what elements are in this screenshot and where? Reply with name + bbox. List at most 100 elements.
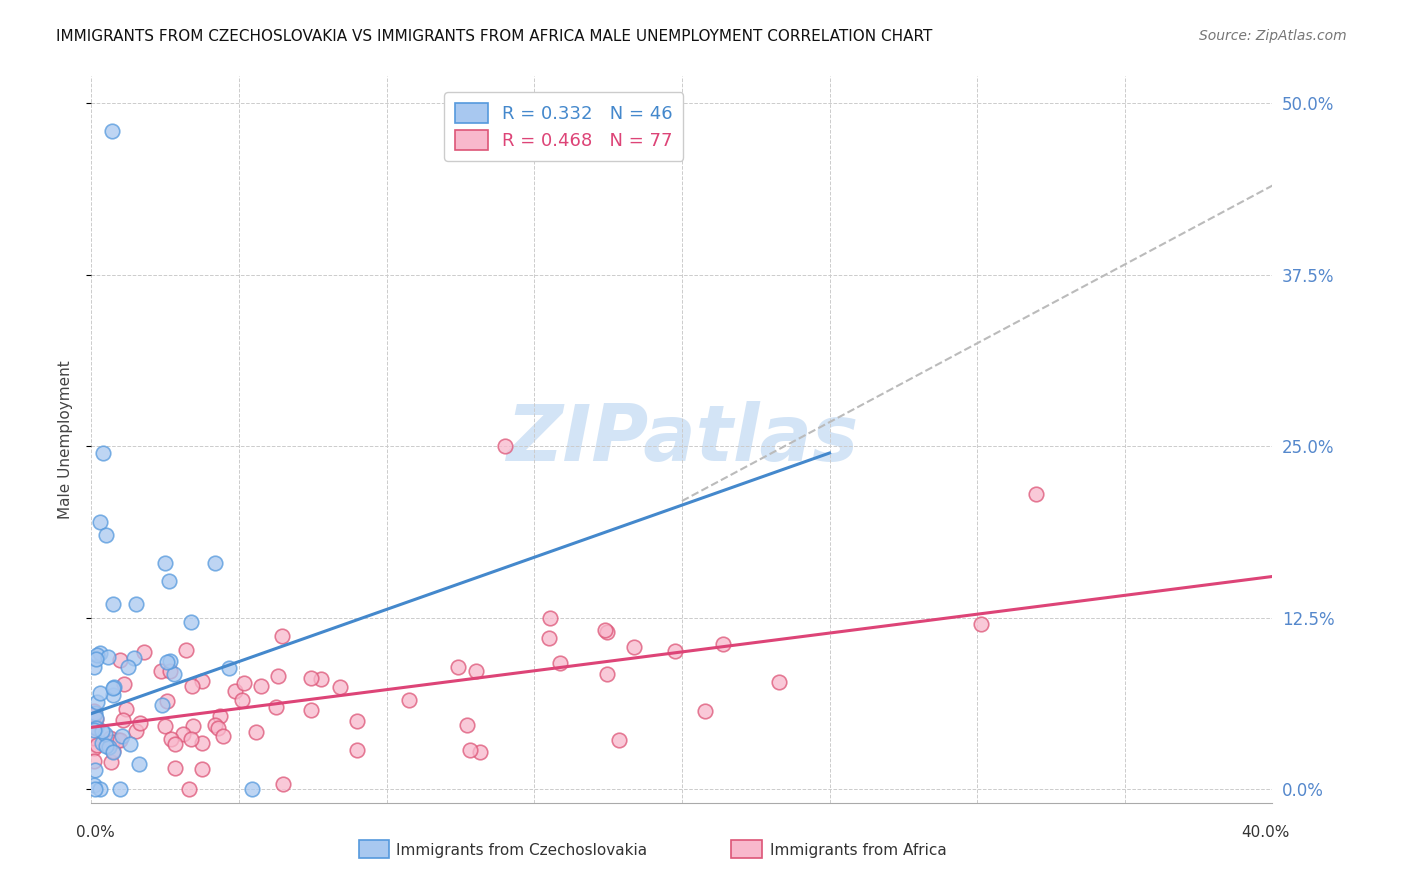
Point — [128, 756, 150, 771]
Point — [83, 723, 105, 737]
Point — [165, 762, 187, 776]
Point — [83, 779, 105, 793]
Point — [346, 742, 368, 756]
Point — [152, 698, 174, 712]
Point — [94, 727, 117, 741]
Point — [180, 615, 202, 630]
Point — [233, 676, 256, 690]
Point — [86, 738, 108, 752]
Point — [128, 716, 150, 731]
Point — [110, 733, 132, 747]
Point — [191, 736, 214, 750]
Point — [101, 124, 124, 138]
Point — [468, 746, 491, 760]
Point — [245, 724, 267, 739]
Point — [91, 446, 114, 460]
Point — [191, 673, 214, 688]
Point — [110, 782, 132, 797]
Point — [346, 714, 368, 728]
Point — [398, 693, 420, 707]
Point — [86, 695, 108, 709]
Point — [212, 729, 235, 743]
Point — [204, 717, 226, 731]
Y-axis label: Male Unemployment: Male Unemployment — [58, 360, 73, 518]
Point — [100, 755, 122, 769]
Point — [208, 709, 231, 723]
Point — [91, 723, 114, 738]
Text: Immigrants from Africa: Immigrants from Africa — [770, 843, 948, 857]
Point — [329, 681, 352, 695]
Point — [103, 681, 125, 695]
Point — [83, 707, 105, 722]
Point — [103, 680, 125, 694]
Point — [695, 704, 717, 718]
Point — [204, 556, 226, 570]
Point — [84, 712, 107, 726]
Point — [97, 649, 120, 664]
Point — [89, 515, 111, 529]
Point — [91, 736, 114, 750]
Point — [231, 693, 253, 707]
Point — [538, 631, 561, 645]
Point — [157, 574, 180, 588]
Point — [271, 777, 294, 791]
Point — [124, 597, 148, 611]
Point — [970, 616, 993, 631]
Point — [89, 782, 111, 797]
Point — [163, 666, 186, 681]
Point — [595, 623, 617, 637]
Point — [607, 732, 630, 747]
Point — [97, 739, 120, 754]
Point — [224, 684, 246, 698]
Point — [108, 653, 131, 667]
Point — [120, 737, 142, 751]
Point — [101, 735, 124, 749]
Point — [240, 782, 263, 797]
Point — [84, 706, 107, 720]
Point — [83, 754, 105, 768]
Point — [267, 669, 290, 683]
Point — [664, 644, 686, 658]
Point — [207, 721, 229, 735]
Point — [83, 705, 105, 719]
Point — [84, 764, 107, 778]
Point — [596, 666, 619, 681]
Point — [111, 713, 134, 727]
Text: Immigrants from Czechoslovakia: Immigrants from Czechoslovakia — [396, 843, 648, 857]
Point — [623, 640, 645, 654]
Text: Source: ZipAtlas.com: Source: ZipAtlas.com — [1199, 29, 1347, 44]
Point — [83, 660, 105, 674]
Point — [156, 694, 179, 708]
Point — [96, 528, 118, 542]
Point — [299, 671, 322, 685]
Point — [180, 731, 202, 746]
Point — [249, 680, 271, 694]
Point — [156, 655, 179, 669]
Point — [309, 672, 332, 686]
Point — [464, 664, 486, 678]
Point — [160, 732, 183, 747]
Point — [163, 737, 186, 751]
Point — [181, 680, 204, 694]
Point — [122, 651, 145, 665]
Point — [172, 726, 194, 740]
Point — [190, 762, 212, 776]
Text: IMMIGRANTS FROM CZECHOSLOVAKIA VS IMMIGRANTS FROM AFRICA MALE UNEMPLOYMENT CORRE: IMMIGRANTS FROM CZECHOSLOVAKIA VS IMMIGR… — [56, 29, 932, 45]
Point — [218, 660, 240, 674]
Point — [84, 722, 107, 736]
Point — [174, 643, 197, 657]
Point — [112, 677, 135, 691]
Point — [98, 731, 121, 745]
Point — [89, 686, 111, 700]
Point — [111, 729, 134, 743]
Point — [538, 610, 561, 624]
Point — [94, 739, 117, 753]
Point — [768, 675, 790, 690]
Point — [86, 720, 108, 734]
Point — [270, 629, 292, 643]
Point — [149, 664, 172, 678]
Point — [83, 741, 105, 756]
Point — [114, 702, 136, 716]
Point — [84, 711, 107, 725]
Legend: R = 0.332   N = 46, R = 0.468   N = 77: R = 0.332 N = 46, R = 0.468 N = 77 — [444, 92, 683, 161]
